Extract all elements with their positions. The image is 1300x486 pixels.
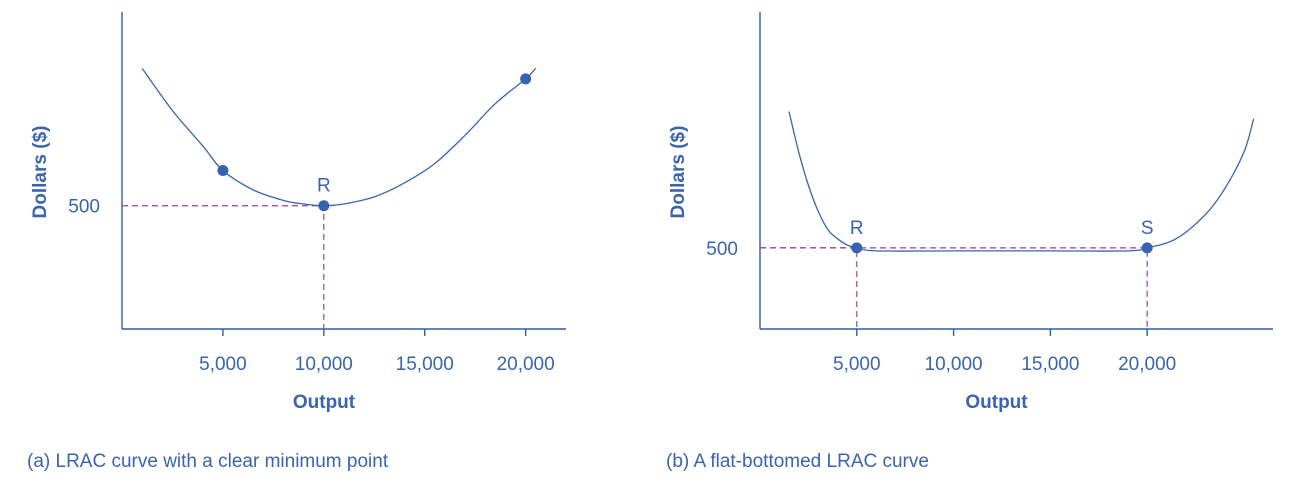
x-tick-label: 20,000 <box>497 354 555 375</box>
chart-panel-a: 5,000 10,000 15,000 20,000 500 R Output Dollars… <box>27 12 566 472</box>
point-label-r: R <box>317 176 331 197</box>
lrac-curve <box>788 111 1255 252</box>
y-axis-title: Dollars ($) <box>30 126 51 219</box>
x-tick-label: 10,000 <box>925 354 983 375</box>
dashed-guide-line <box>760 247 858 329</box>
y-tick-label: 500 <box>706 239 738 260</box>
chart-panel-b: 5,000 10,000 15,000 20,000 500 R S Output Dollar… <box>666 12 1273 472</box>
x-tick-label: 5,000 <box>833 354 881 375</box>
x-tick-label: 20,000 <box>1118 354 1176 375</box>
data-point <box>318 200 330 212</box>
x-tick-label: 5,000 <box>199 354 247 375</box>
data-point <box>520 73 532 85</box>
data-point <box>851 242 863 254</box>
y-tick-label: 500 <box>68 197 100 218</box>
x-tick-label: 10,000 <box>295 354 353 375</box>
data-point <box>1141 242 1153 254</box>
data-point <box>217 165 229 176</box>
dashed-guide-line <box>760 247 1148 329</box>
point-label-r: R <box>850 218 864 239</box>
dashed-guide-line <box>122 205 325 329</box>
panel-caption: (a) LRAC curve with a clear minimum poin… <box>27 451 389 472</box>
lrac-curve <box>141 67 537 207</box>
panel-caption: (b) A flat-bottomed LRAC curve <box>666 451 929 472</box>
x-tick-label: 15,000 <box>1021 354 1079 375</box>
x-tick-label: 15,000 <box>396 354 454 375</box>
x-axis-title: Output <box>293 392 356 413</box>
y-axis-title: Dollars ($) <box>668 126 689 219</box>
point-label-s: S <box>1141 218 1154 239</box>
x-axis-title: Output <box>965 392 1028 413</box>
